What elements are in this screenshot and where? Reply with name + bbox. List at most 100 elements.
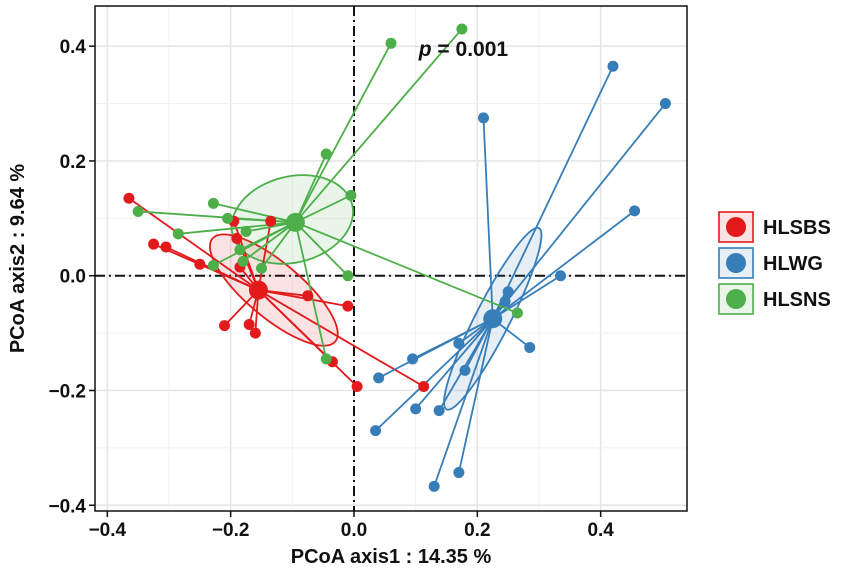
point-hlwg <box>499 296 511 308</box>
point-hlwg <box>407 353 419 365</box>
point-hlsbs <box>249 327 261 339</box>
sample-points <box>123 23 671 492</box>
point-hlwg <box>478 112 489 124</box>
point-hlsbs <box>243 318 255 330</box>
point-hlwg <box>555 270 567 282</box>
segment-hlsns <box>294 42 392 223</box>
segment-hlsns <box>212 221 296 267</box>
legend-marker-hlsbs <box>726 217 746 237</box>
segment-hlwg <box>433 318 494 487</box>
segment-hlsbs <box>257 289 358 388</box>
point-hlsns <box>237 255 249 267</box>
point-hlsns <box>207 259 219 271</box>
point-hlsns <box>345 189 357 201</box>
point-hlsbs <box>418 380 430 392</box>
p-value-text: = 0.001 <box>432 38 509 61</box>
segment-hlsbs <box>257 289 425 388</box>
segment-hlsns <box>294 28 463 223</box>
point-hlsbs <box>194 258 206 270</box>
legend-marker-hlwg <box>726 253 746 273</box>
point-hlwg <box>433 405 445 417</box>
point-hlwg <box>524 341 536 353</box>
y-axis-title: PCoA axis2 : 9.64 % <box>7 164 29 354</box>
segment-hlwg <box>374 318 494 432</box>
legend-marker-hlsns <box>726 289 746 309</box>
grid <box>95 6 687 511</box>
point-hlsns <box>456 23 468 35</box>
point-hlsns <box>320 148 332 160</box>
point-hlwg <box>453 467 465 479</box>
segment-hlwg <box>457 318 494 473</box>
point-hlwg <box>373 372 385 384</box>
point-hlsns <box>132 205 144 217</box>
point-hlsns <box>320 353 332 365</box>
y-tick-label: 0.4 <box>60 37 87 58</box>
p-value-symbol: p <box>418 38 432 61</box>
y-tick-label: 0.2 <box>60 152 86 173</box>
segment-hlsns <box>295 194 352 224</box>
point-hlwg <box>459 364 471 376</box>
segment-hlsns <box>294 222 328 360</box>
legend-label-hlsns: HLSNS <box>763 289 831 311</box>
point-hlsns <box>511 307 523 319</box>
x-tick-label: 0.0 <box>341 520 367 541</box>
point-hlsbs <box>148 238 160 250</box>
segment-hlsns <box>242 221 296 263</box>
point-hlsns <box>240 226 252 238</box>
point-hlsbs <box>231 232 243 244</box>
point-hlsbs <box>123 192 135 204</box>
legend-label-hlsbs: HLSBS <box>763 217 831 239</box>
segment-hlwg <box>412 317 494 360</box>
centroid-hlsns <box>285 212 305 232</box>
centroid-hlwg <box>483 309 503 329</box>
centroid-hlsbs <box>248 280 268 300</box>
x-axis-title: PCoA axis1 : 14.35 % <box>291 546 492 568</box>
segment-hlsns <box>294 153 328 223</box>
point-hlwg <box>453 337 465 349</box>
point-hlwg <box>428 480 440 492</box>
legend-label-hlwg: HLWG <box>763 253 823 275</box>
group-centroids <box>248 212 503 329</box>
point-hlsbs <box>265 215 277 227</box>
axis-ticks: −0.4 −0.2 0.0 0.2 0.4 −0.4 −0.2 0.0 0.2 0.4 <box>48 37 614 541</box>
point-hlsns <box>385 37 397 49</box>
point-hlwg <box>629 205 641 217</box>
point-hlwg <box>410 403 422 415</box>
segment-hlsns <box>213 202 296 224</box>
y-tick-label: −0.2 <box>48 381 86 402</box>
segment-hlsns <box>294 221 349 277</box>
point-hlsns <box>342 270 354 282</box>
point-hlsbs <box>302 290 314 302</box>
point-hlwg <box>607 60 619 72</box>
point-hlsns <box>222 212 234 224</box>
x-tick-label: −0.2 <box>212 520 250 541</box>
segment-hlwg <box>492 102 667 320</box>
point-hlsns <box>172 228 184 240</box>
point-hlsns <box>234 244 246 256</box>
legend: HLSBS HLWG HLSNS <box>718 211 831 315</box>
point-hlwg <box>370 425 382 437</box>
segment-hlwg <box>414 318 494 410</box>
segment-hlwg <box>492 274 562 320</box>
x-tick-label: 0.4 <box>587 520 614 541</box>
y-tick-label: 0.0 <box>60 267 86 288</box>
spider-segments <box>128 28 667 487</box>
segment-hlwg <box>491 65 614 320</box>
segment-hlsbs <box>128 197 259 291</box>
point-hlwg <box>502 286 514 298</box>
y-tick-label: −0.4 <box>48 496 86 517</box>
point-hlsbs <box>351 380 363 392</box>
plot-frame <box>94 5 688 512</box>
point-hlsbs <box>160 241 172 253</box>
segment-hlsns <box>178 221 296 235</box>
segment-hlsbs <box>257 221 272 291</box>
p-value-annotation: p = 0.001 <box>418 38 509 61</box>
reference-lines <box>95 6 687 511</box>
segment-hlsns <box>260 221 297 269</box>
x-tick-label: 0.2 <box>464 520 490 541</box>
segment-hlwg <box>492 210 636 320</box>
point-hlsns <box>256 262 267 274</box>
point-hlsns <box>207 197 219 209</box>
segment-hlsns <box>227 217 296 224</box>
